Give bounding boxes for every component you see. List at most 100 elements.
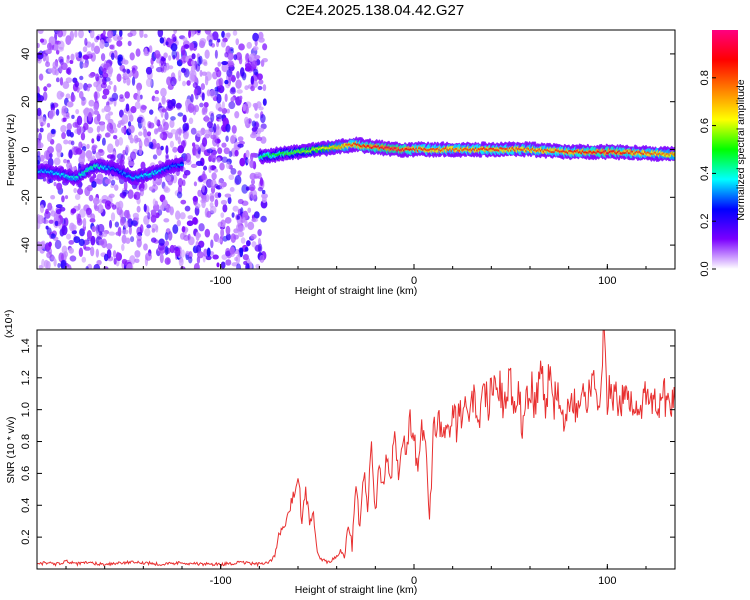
- spectrum-cell: [196, 251, 204, 259]
- spectrum-cell: [37, 128, 40, 133]
- spectrum-cell: [173, 30, 177, 35]
- spectrum-cell: [96, 35, 100, 40]
- spectrum-cell: [71, 229, 77, 235]
- spectrum-cell: [230, 167, 237, 175]
- spectrum-cell: [198, 40, 206, 49]
- spectrum-cell: [125, 237, 131, 244]
- spectrum-cell: [95, 83, 103, 92]
- spectrum-cell: [146, 131, 152, 137]
- spectrum-cell: [251, 241, 257, 248]
- spectrum-cell: [245, 105, 249, 114]
- spectrum-cell: [168, 55, 172, 61]
- spectrum-cell: [223, 147, 230, 155]
- spectrum-cell: [84, 186, 91, 197]
- spectrum-cell: [208, 39, 213, 47]
- y-tick-label: 1.4: [20, 338, 32, 353]
- spectrum-cell: [112, 250, 117, 258]
- spectrum-cell: [209, 89, 216, 99]
- snr-y-ticks: 0.2 0.4 0.6 0.8 1.0 1.2 1.4: [20, 338, 675, 545]
- spectrum-cell: [150, 209, 157, 214]
- spectrum-cell: [101, 238, 108, 249]
- spectrum-cell: [76, 125, 82, 136]
- spectrum-cell: [61, 105, 68, 114]
- spectrum-cell: [130, 220, 138, 227]
- spectrum-cell: [89, 30, 95, 39]
- spectrum-cell: [113, 257, 117, 265]
- spectrum-cell: [37, 86, 40, 95]
- spectrum-cell: [238, 43, 245, 51]
- spectrum-cell: [96, 125, 101, 133]
- spectrum-cell: [125, 103, 130, 112]
- y-tick-label: 0.4: [20, 498, 32, 513]
- spectrum-cell: [249, 172, 257, 181]
- spectrum-cell: [85, 149, 93, 159]
- spectrum-cell: [213, 123, 217, 133]
- spectrum-cell: [258, 37, 265, 43]
- spectrum-cell: [188, 256, 193, 264]
- spectrum-cell: [55, 108, 60, 116]
- spectrum-cell: [167, 231, 173, 241]
- spectrum-cell: [70, 208, 77, 214]
- spectrum-cell: [221, 101, 225, 110]
- spectrum-cell: [260, 114, 266, 124]
- spectrum-cell: [214, 183, 219, 189]
- spectrum-cell: [55, 77, 60, 83]
- spectrum-cell: [217, 192, 222, 198]
- spectrum-cell: [170, 43, 178, 52]
- spectrum-cell: [247, 207, 252, 213]
- spectrum-cell: [164, 111, 169, 121]
- spectrum-cell: [180, 199, 187, 205]
- spectrum-cell: [177, 177, 184, 188]
- spectrum-cell: [239, 247, 244, 258]
- spectrum-cell: [253, 68, 259, 76]
- spectrum-cell: [74, 52, 79, 58]
- x-tick-label: -100: [210, 575, 232, 587]
- spectrum-cell: [46, 122, 51, 128]
- spectrum-cell: [148, 122, 155, 129]
- snr-x-axis-title: Height of straight line (km): [295, 584, 418, 596]
- spectrum-cell: [114, 184, 119, 191]
- spectrum-cell: [143, 50, 150, 57]
- spectrum-cell: [151, 228, 156, 233]
- colorbar-label: Normalized spectral amplitude: [735, 79, 747, 220]
- spectrum-cell: [231, 134, 237, 141]
- spectrum-cell: [145, 66, 153, 75]
- spectrum-cell: [160, 55, 165, 66]
- spectrum-cell: [136, 205, 141, 213]
- spectrum-cell: [210, 239, 214, 249]
- spectrum-cell: [234, 256, 239, 262]
- spectrum-cell: [243, 260, 248, 266]
- spectrum-cell: [226, 32, 231, 38]
- spectrum-cell: [107, 66, 114, 75]
- spectrum-cell: [51, 129, 56, 134]
- spectrum-cell: [136, 94, 141, 103]
- spectrum-cell: [92, 197, 100, 205]
- spectrum-cell: [187, 215, 194, 220]
- y-tick-label: -20: [20, 189, 32, 205]
- spectrum-cell: [261, 189, 266, 195]
- spectrum-cell: [188, 30, 192, 39]
- spectrum-cell: [203, 248, 208, 257]
- spectrum-cell: [61, 195, 65, 203]
- spectrum-cell: [171, 33, 176, 43]
- spectrum-cell: [222, 204, 228, 213]
- spectrum-cell: [157, 127, 165, 132]
- spectrum-cell: [37, 42, 40, 49]
- snr-series-line: [37, 330, 675, 568]
- spectrum-cell: [186, 220, 194, 227]
- spectrum-cell: [74, 30, 78, 38]
- spectrum-cell: [209, 192, 215, 200]
- spectrum-cell: [88, 73, 95, 78]
- spectrum-cell: [225, 233, 231, 241]
- spectrum-cell: [182, 80, 187, 87]
- spectrum-cell: [216, 69, 222, 78]
- spectrum-cell: [209, 152, 217, 163]
- spectrum-cell: [131, 76, 136, 86]
- spectrum-cell: [184, 205, 191, 212]
- spectrum-cell: [227, 196, 232, 205]
- spectrum-cell: [245, 186, 250, 191]
- spectrum-cell: [240, 237, 246, 244]
- y-tick-label: 0.6: [20, 466, 32, 481]
- spectrum-cell: [232, 205, 239, 212]
- spectrum-cell: [70, 94, 76, 103]
